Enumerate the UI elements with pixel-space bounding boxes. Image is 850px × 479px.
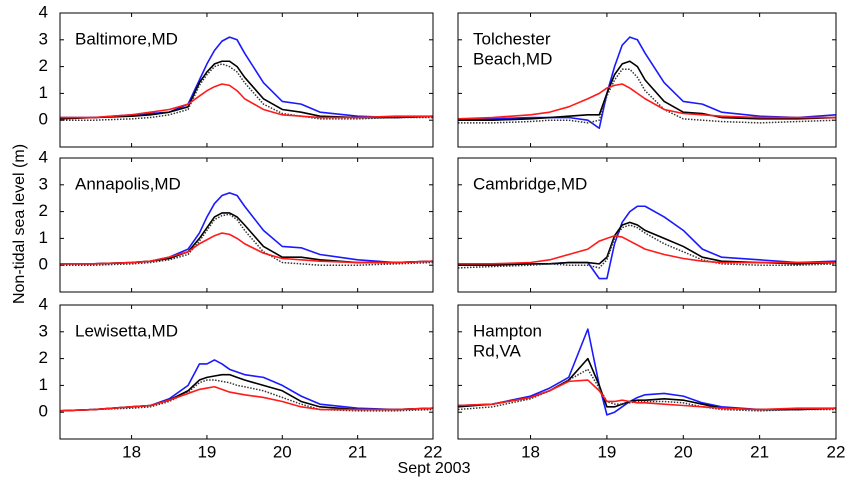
panel-title: Hampton bbox=[473, 321, 542, 340]
x-tick-label: 18 bbox=[521, 442, 540, 461]
series-line bbox=[458, 221, 836, 266]
panel-title: Beach,MD bbox=[473, 49, 552, 68]
series-line bbox=[60, 385, 433, 412]
plot-frame bbox=[457, 12, 837, 148]
x-tick-label: 20 bbox=[674, 442, 693, 461]
y-tick-label: 3 bbox=[39, 321, 48, 340]
x-tick-label: 22 bbox=[827, 442, 846, 461]
x-axis-label: Sept 2003 bbox=[398, 460, 471, 477]
y-tick-label: 4 bbox=[39, 294, 48, 313]
x-tick-label: 22 bbox=[424, 442, 443, 461]
x-tick-label: 20 bbox=[273, 442, 292, 461]
y-tick-label: 4 bbox=[39, 2, 48, 21]
series-line bbox=[60, 212, 433, 265]
series-line bbox=[60, 36, 433, 119]
panel-title: Annapolis,MD bbox=[75, 174, 181, 193]
series-line bbox=[458, 328, 836, 416]
series-line bbox=[458, 368, 836, 412]
panel-title: Cambridge,MD bbox=[473, 174, 587, 193]
y-tick-label: 4 bbox=[39, 147, 48, 166]
plot-frame bbox=[59, 12, 434, 148]
panel: 0 1 2 3 4 Annapolis,MD bbox=[39, 147, 434, 293]
series-line bbox=[458, 224, 836, 269]
y-tick-label: 0 bbox=[39, 402, 48, 421]
plot-frame bbox=[457, 304, 837, 440]
y-tick-label: 2 bbox=[39, 348, 48, 367]
plot-frame bbox=[59, 157, 434, 293]
y-tick-label: 3 bbox=[39, 174, 48, 193]
series-line bbox=[60, 60, 433, 120]
y-tick-label: 0 bbox=[39, 255, 48, 274]
y-tick-label: 2 bbox=[39, 56, 48, 75]
y-axis-label: Non-tidal sea level (m) bbox=[11, 144, 28, 304]
plot-frame bbox=[457, 157, 837, 293]
series-line bbox=[60, 373, 433, 412]
y-tick-label: 2 bbox=[39, 201, 48, 220]
y-tick-label: 1 bbox=[39, 83, 48, 102]
y-tick-label: 1 bbox=[39, 375, 48, 394]
series-line bbox=[458, 379, 836, 411]
series-line bbox=[60, 83, 433, 119]
panel: 0 1 2 3 4 18 19 20 21 22 Lewisetta,MD bbox=[39, 294, 443, 461]
series-line bbox=[60, 213, 433, 266]
series-line bbox=[458, 205, 836, 280]
series-line bbox=[458, 83, 836, 120]
x-tick-label: 18 bbox=[122, 442, 141, 461]
panel-title: Tolchester bbox=[473, 29, 551, 48]
y-tick-label: 3 bbox=[39, 29, 48, 48]
panel: Cambridge,MD bbox=[457, 157, 837, 293]
panel-title: Baltimore,MD bbox=[75, 29, 178, 48]
series-line bbox=[458, 68, 836, 124]
y-tick-label: 0 bbox=[39, 110, 48, 129]
panel-title: Rd,VA bbox=[473, 341, 522, 360]
series-line bbox=[458, 60, 836, 121]
series-line bbox=[60, 232, 433, 265]
panel: 0 1 2 3 4 Baltimore,MD bbox=[39, 2, 434, 148]
x-tick-label: 21 bbox=[750, 442, 769, 461]
series-line bbox=[60, 359, 433, 412]
y-tick-label: 1 bbox=[39, 228, 48, 247]
series-line bbox=[60, 63, 433, 121]
x-tick-label: 21 bbox=[348, 442, 367, 461]
x-tick-label: 19 bbox=[197, 442, 216, 461]
plot-frame bbox=[59, 304, 434, 440]
panel-title: Lewisetta,MD bbox=[75, 321, 178, 340]
x-tick-label: 19 bbox=[597, 442, 616, 461]
series-line bbox=[458, 234, 836, 265]
